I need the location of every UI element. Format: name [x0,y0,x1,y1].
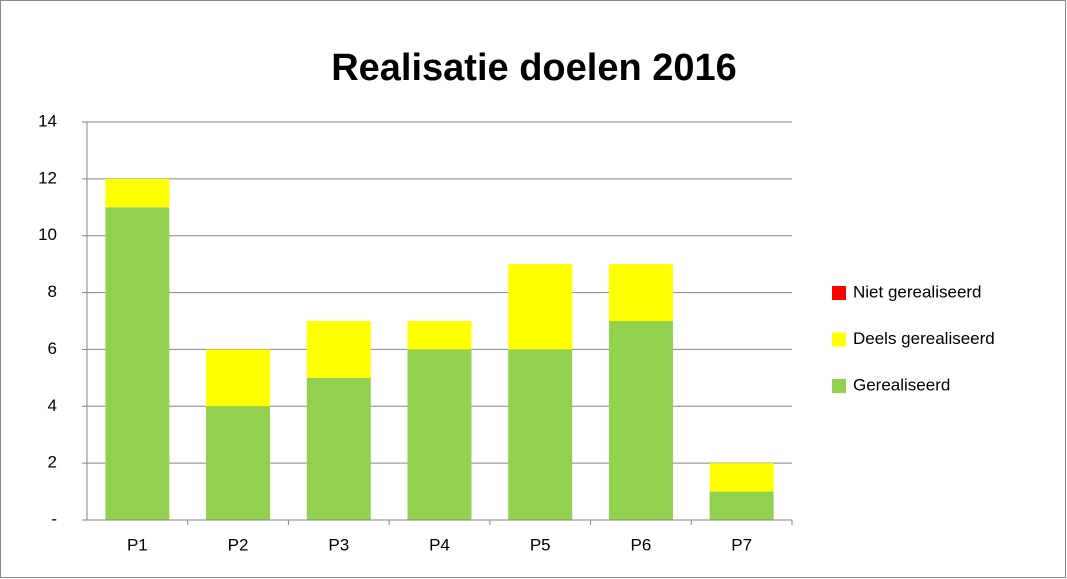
y-tick-label: 6 [48,339,57,358]
bar-segment [608,264,673,321]
y-tick-label: 10 [38,225,57,244]
y-tick-label: 8 [48,282,57,301]
chart-title: Realisatie doelen 2016 [331,47,737,89]
y-tick-label: 12 [38,168,57,187]
bar-segment [206,406,271,520]
bar-segment [407,321,472,350]
bar-segment [608,321,673,520]
legend-swatch [832,332,846,347]
bar-segment [105,207,170,521]
y-tick-label: 2 [48,453,57,472]
bar-segment [508,349,573,520]
bar-segment [306,321,371,378]
legend-swatch [832,286,846,300]
bar-segment [105,178,170,208]
x-tick-label: P6 [631,535,652,554]
y-tick-label: - [51,509,57,528]
x-tick-label: P5 [530,535,551,554]
bar-segment [306,377,371,520]
bar-segment [407,349,472,520]
y-tick-label: 4 [48,396,57,415]
bar-segment [709,491,774,520]
x-tick-label: P1 [127,535,148,554]
bar-segment [508,264,573,350]
legend-swatch [832,379,846,393]
y-tick-label: 14 [38,111,57,130]
x-tick-label: P4 [429,535,450,554]
legend-label: Gerealiseerd [853,375,950,394]
x-tick-label: P2 [228,535,249,554]
x-tick-label: P7 [731,535,752,554]
legend-label: Deels gerealiseerd [853,329,995,348]
legend-label: Niet gerealiseerd [853,282,982,301]
bar-segment [709,463,774,492]
x-tick-label: P3 [328,535,349,554]
bar-segment [206,349,271,407]
